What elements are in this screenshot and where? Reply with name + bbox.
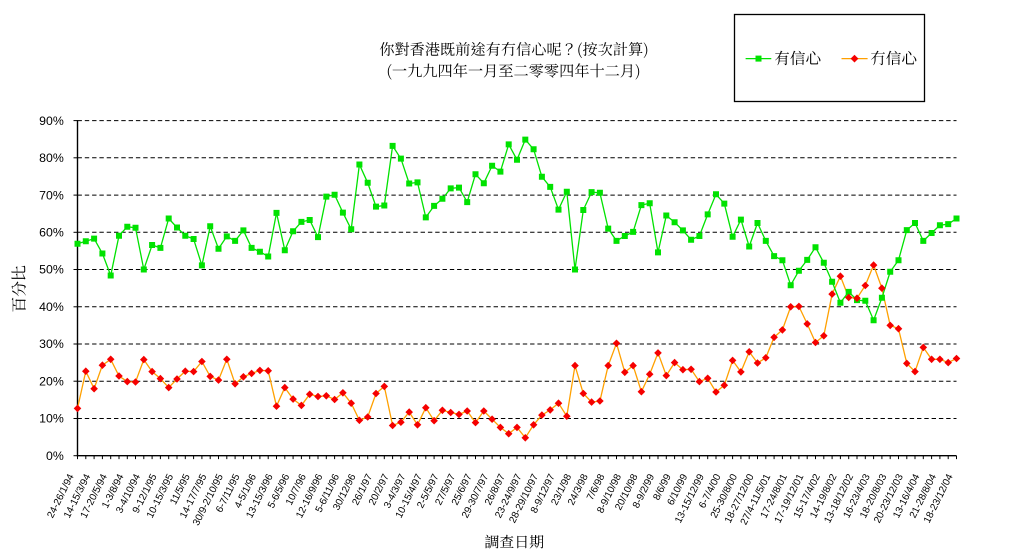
svg-text:90%: 90% [39,114,64,128]
svg-text:20%: 20% [39,374,64,388]
svg-text:60%: 60% [39,226,64,240]
svg-text:40%: 40% [39,300,64,314]
svg-text:0%: 0% [46,449,64,463]
svg-text:10%: 10% [39,412,64,426]
svg-text:70%: 70% [39,188,64,202]
svg-text:50%: 50% [39,263,64,277]
svg-text:80%: 80% [39,151,64,165]
svg-text:30%: 30% [39,337,64,351]
